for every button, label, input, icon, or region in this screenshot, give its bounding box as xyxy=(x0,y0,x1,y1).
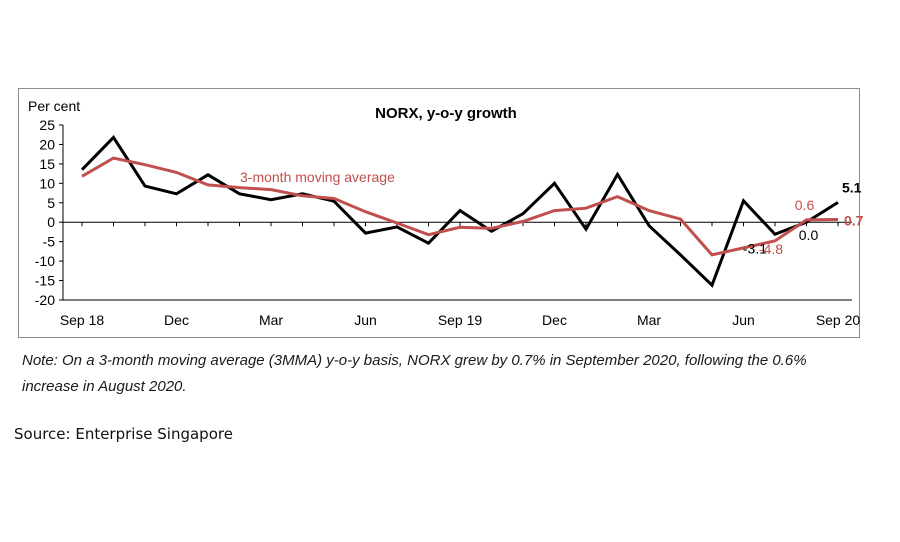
x-tick-label: Mar xyxy=(259,312,283,328)
note-line-1: Note: On a 3-month moving average (3MMA)… xyxy=(22,352,807,369)
note-line-2: increase in August 2020. xyxy=(22,378,187,395)
x-tick-label: Sep 18 xyxy=(60,312,105,328)
data-label: 0.7 xyxy=(844,213,864,229)
data-label: 0.0 xyxy=(799,227,819,243)
chart-labels: -3.1 0.0 5.1 -4.8 0.6 0.7 xyxy=(743,179,864,257)
y-tick-label: -5 xyxy=(43,234,56,250)
norx-yoy-line xyxy=(80,135,839,288)
data-label: -3.1 xyxy=(743,240,767,256)
data-label: 0.6 xyxy=(795,197,815,213)
source-text: Source: Enterprise Singapore xyxy=(14,425,233,443)
y-tick-label: 25 xyxy=(39,117,55,133)
y-tick-label: -15 xyxy=(35,273,55,289)
y-tick-label: 15 xyxy=(39,156,55,172)
data-label: -4.8 xyxy=(759,241,783,257)
data-label: 5.1 xyxy=(842,179,862,195)
x-tick-label: Sep 19 xyxy=(438,312,483,328)
chart-axes xyxy=(62,125,852,301)
x-tick-label: Dec xyxy=(164,312,189,328)
moving-average-line xyxy=(81,156,839,257)
chart-lines xyxy=(80,135,839,288)
y-tick-label: 20 xyxy=(39,136,55,152)
chart-frame xyxy=(18,88,860,338)
y-tick-label: 10 xyxy=(39,175,55,191)
x-tick-label: Jun xyxy=(732,312,755,328)
y-axis-label: Per cent xyxy=(28,98,80,114)
x-tick-label: Jun xyxy=(354,312,377,328)
x-tick-label: Mar xyxy=(637,312,661,328)
y-tick-label: 5 xyxy=(47,195,55,211)
y-tick-label: -20 xyxy=(35,292,55,308)
y-tick-label: 0 xyxy=(47,214,55,230)
y-tick-label: -10 xyxy=(35,253,55,269)
chart-ticks: 25 20 15 10 5 0 -5 -10 -15 -20 Sep 18 Dec Mar Jun Sep … xyxy=(35,117,861,328)
chart-title: NORX, y-o-y growth xyxy=(375,105,517,122)
x-tick-label: Sep 20 xyxy=(816,312,861,328)
moving-average-label: 3-month moving average xyxy=(240,169,395,185)
x-tick-label: Dec xyxy=(542,312,567,328)
